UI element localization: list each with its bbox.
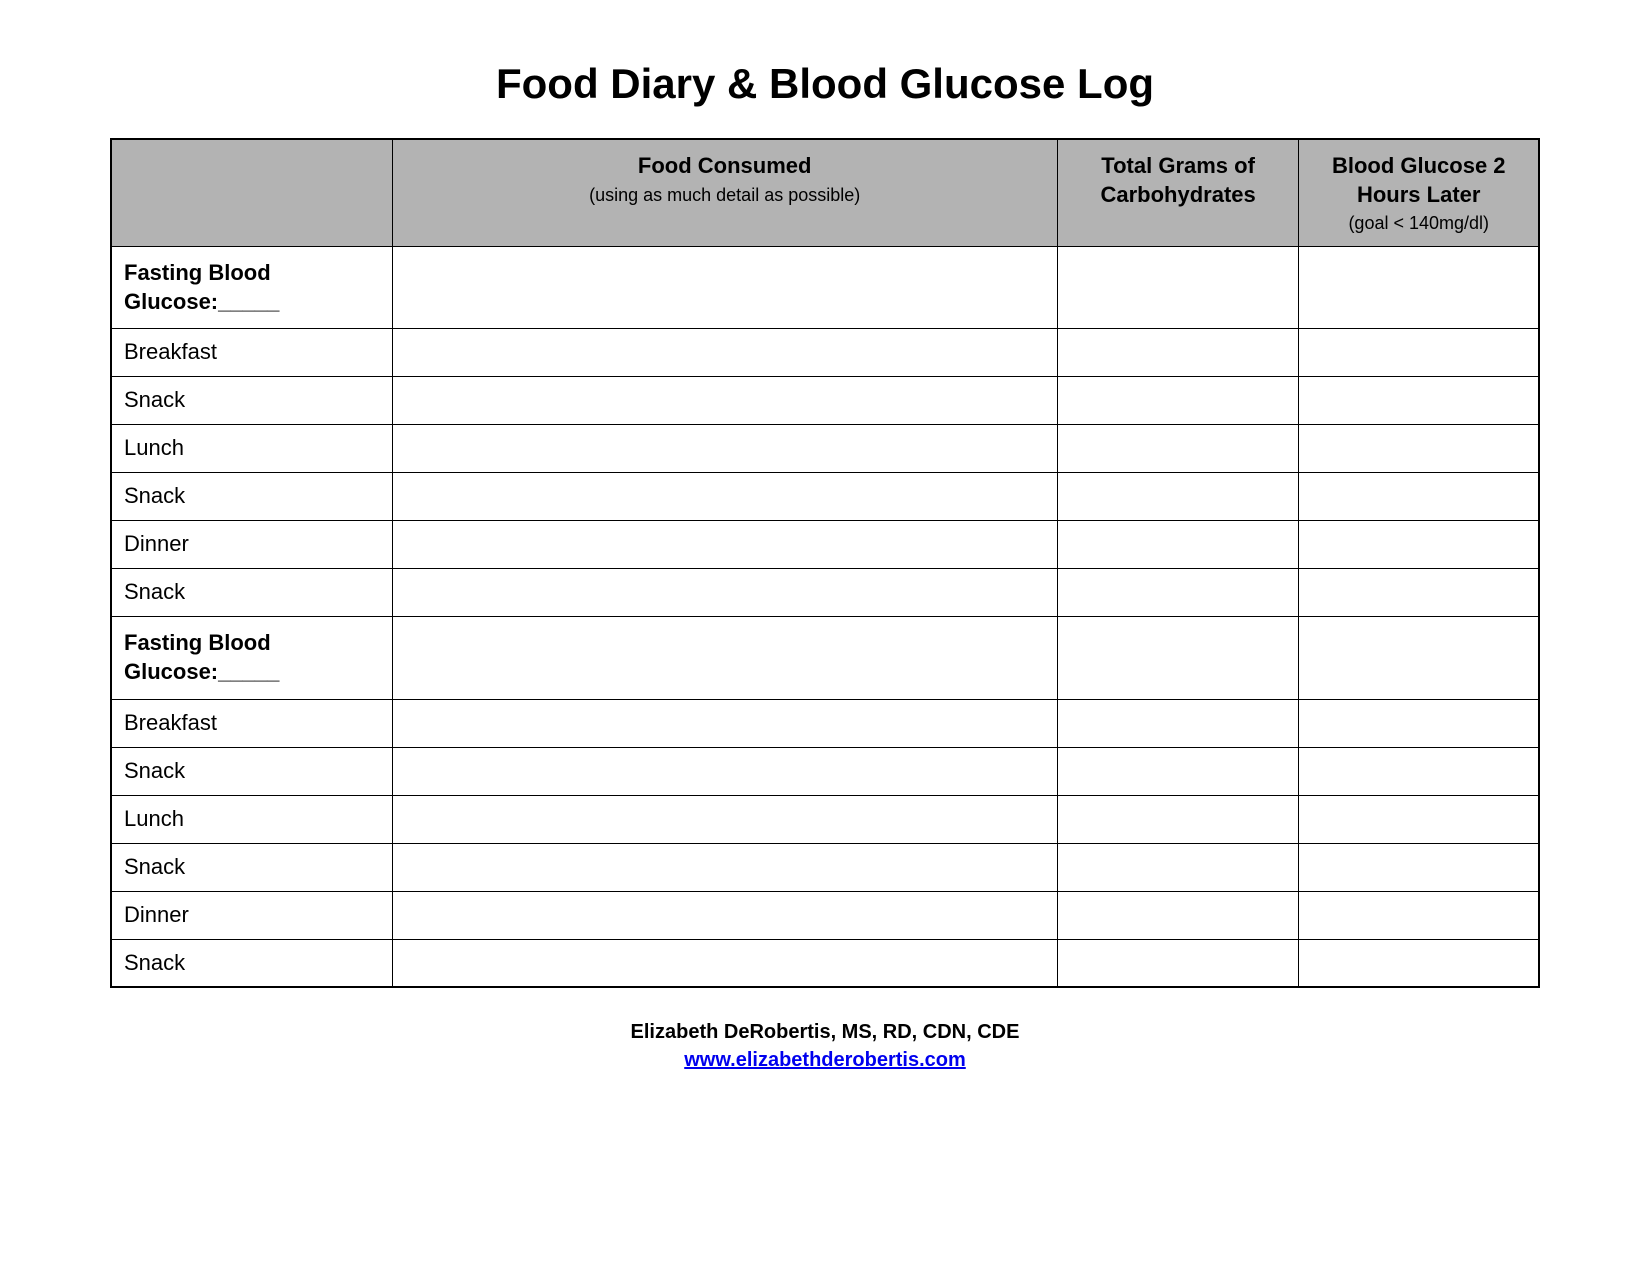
table-body: Fasting Blood Glucose:_____BreakfastSnac… (111, 247, 1539, 987)
header-carbs: Total Grams of Carbohydrates (1057, 139, 1299, 247)
glucose-cell (1299, 617, 1539, 699)
food-cell (392, 795, 1057, 843)
carbs-cell (1057, 377, 1299, 425)
footer: Elizabeth DeRobertis, MS, RD, CDN, CDE w… (110, 1018, 1540, 1074)
food-cell (392, 699, 1057, 747)
table-row: Dinner (111, 891, 1539, 939)
header-glucose: Blood Glucose 2 Hours Later (goal < 140m… (1299, 139, 1539, 247)
food-cell (392, 747, 1057, 795)
glucose-cell (1299, 795, 1539, 843)
food-cell (392, 377, 1057, 425)
glucose-cell (1299, 329, 1539, 377)
food-cell (392, 617, 1057, 699)
food-cell (392, 521, 1057, 569)
meal-label-cell: Lunch (111, 795, 392, 843)
table-row: Snack (111, 843, 1539, 891)
glucose-cell (1299, 425, 1539, 473)
table-row: Breakfast (111, 699, 1539, 747)
food-cell (392, 843, 1057, 891)
carbs-cell (1057, 425, 1299, 473)
header-glucose-main: Blood Glucose 2 Hours Later (1309, 152, 1528, 209)
carbs-cell (1057, 891, 1299, 939)
food-cell (392, 891, 1057, 939)
food-cell (392, 247, 1057, 329)
meal-label-cell: Snack (111, 569, 392, 617)
meal-label-cell: Breakfast (111, 329, 392, 377)
carbs-cell (1057, 247, 1299, 329)
fasting-label-cell: Fasting Blood Glucose:_____ (111, 247, 392, 329)
page-title: Food Diary & Blood Glucose Log (110, 60, 1540, 108)
carbs-cell (1057, 699, 1299, 747)
table-row: Fasting Blood Glucose:_____ (111, 617, 1539, 699)
glucose-log-table: Food Consumed (using as much detail as p… (110, 138, 1540, 988)
carbs-cell (1057, 569, 1299, 617)
carbs-cell (1057, 795, 1299, 843)
carbs-cell (1057, 329, 1299, 377)
header-meal (111, 139, 392, 247)
meal-label-cell: Lunch (111, 425, 392, 473)
meal-label-cell: Snack (111, 843, 392, 891)
table-header-row: Food Consumed (using as much detail as p… (111, 139, 1539, 247)
glucose-cell (1299, 247, 1539, 329)
carbs-cell (1057, 617, 1299, 699)
meal-label-cell: Breakfast (111, 699, 392, 747)
table-row: Breakfast (111, 329, 1539, 377)
food-cell (392, 473, 1057, 521)
glucose-cell (1299, 747, 1539, 795)
header-food-sub: (using as much detail as possible) (403, 185, 1047, 206)
meal-label-cell: Dinner (111, 891, 392, 939)
glucose-cell (1299, 377, 1539, 425)
header-glucose-sub: (goal < 140mg/dl) (1309, 213, 1528, 234)
meal-label-cell: Snack (111, 939, 392, 987)
food-cell (392, 329, 1057, 377)
table-row: Lunch (111, 425, 1539, 473)
header-food: Food Consumed (using as much detail as p… (392, 139, 1057, 247)
table-row: Snack (111, 473, 1539, 521)
carbs-cell (1057, 473, 1299, 521)
header-food-main: Food Consumed (403, 152, 1047, 181)
glucose-cell (1299, 699, 1539, 747)
table-row: Dinner (111, 521, 1539, 569)
meal-label-cell: Snack (111, 747, 392, 795)
food-cell (392, 425, 1057, 473)
footer-link[interactable]: www.elizabethderobertis.com (684, 1049, 966, 1071)
food-cell (392, 939, 1057, 987)
meal-label-cell: Snack (111, 377, 392, 425)
table-row: Snack (111, 747, 1539, 795)
table-row: Snack (111, 569, 1539, 617)
food-cell (392, 569, 1057, 617)
glucose-cell (1299, 569, 1539, 617)
glucose-cell (1299, 521, 1539, 569)
footer-author: Elizabeth DeRobertis, MS, RD, CDN, CDE (110, 1018, 1540, 1046)
glucose-cell (1299, 939, 1539, 987)
carbs-cell (1057, 521, 1299, 569)
glucose-cell (1299, 891, 1539, 939)
glucose-cell (1299, 843, 1539, 891)
meal-label-cell: Dinner (111, 521, 392, 569)
header-carbs-main: Total Grams of Carbohydrates (1068, 152, 1289, 209)
carbs-cell (1057, 939, 1299, 987)
table-row: Lunch (111, 795, 1539, 843)
table-row: Fasting Blood Glucose:_____ (111, 247, 1539, 329)
glucose-cell (1299, 473, 1539, 521)
table-row: Snack (111, 939, 1539, 987)
meal-label-cell: Snack (111, 473, 392, 521)
table-row: Snack (111, 377, 1539, 425)
carbs-cell (1057, 747, 1299, 795)
fasting-label-cell: Fasting Blood Glucose:_____ (111, 617, 392, 699)
carbs-cell (1057, 843, 1299, 891)
